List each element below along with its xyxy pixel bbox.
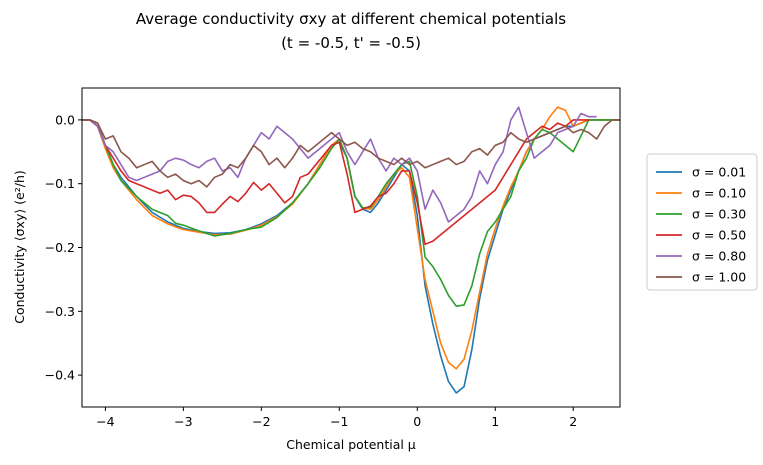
chart-subtitle: (t = -0.5, t' = -0.5) xyxy=(281,34,421,52)
x-axis-ticks: −4 −3 −2 −1 0 1 2 xyxy=(96,407,577,429)
x-tick-label: −3 xyxy=(174,414,192,429)
y-tick-label: −0.1 xyxy=(45,176,75,191)
legend-label: σ = 0.10 xyxy=(692,186,746,201)
legend-label: σ = 0.01 xyxy=(692,165,746,180)
y-axis-ticks: 0.0 −0.1 −0.2 −0.3 −0.4 xyxy=(45,112,82,383)
x-tick-label: −1 xyxy=(330,414,348,429)
legend: σ = 0.01 σ = 0.10 σ = 0.30 σ = 0.50 σ = 0.80… xyxy=(646,153,758,291)
x-axis-label: Chemical potential μ xyxy=(286,437,416,452)
legend-entries: σ = 0.01 σ = 0.10 σ = 0.30 σ = 0.50 σ = 0.80… xyxy=(656,165,746,285)
series-line-5 xyxy=(82,119,620,188)
series-line-0 xyxy=(82,119,620,394)
series-line-2 xyxy=(82,119,620,308)
y-tick-label: −0.2 xyxy=(45,240,75,255)
y-tick-label: 0.0 xyxy=(55,112,75,127)
series-line-3 xyxy=(82,119,589,246)
x-tick-label: 2 xyxy=(569,414,577,429)
series-lines xyxy=(82,106,620,394)
legend-label: σ = 0.50 xyxy=(692,228,746,243)
plot-frame xyxy=(81,87,621,408)
legend-label: σ = 1.00 xyxy=(692,270,746,285)
y-tick-label: −0.4 xyxy=(45,368,75,383)
y-axis-label: Conductivity ⟨σxy⟩ (e²/h) xyxy=(12,170,27,324)
series-line-1 xyxy=(82,106,620,370)
series-line-4 xyxy=(82,106,597,223)
legend-label: σ = 0.30 xyxy=(692,207,746,222)
x-tick-label: 1 xyxy=(491,414,499,429)
x-tick-label: −4 xyxy=(96,414,114,429)
x-tick-label: −2 xyxy=(252,414,270,429)
legend-label: σ = 0.80 xyxy=(692,249,746,264)
y-tick-label: −0.3 xyxy=(45,304,75,319)
x-tick-label: 0 xyxy=(413,414,421,429)
chart-title: Average conductivity σxy at different ch… xyxy=(136,10,566,28)
